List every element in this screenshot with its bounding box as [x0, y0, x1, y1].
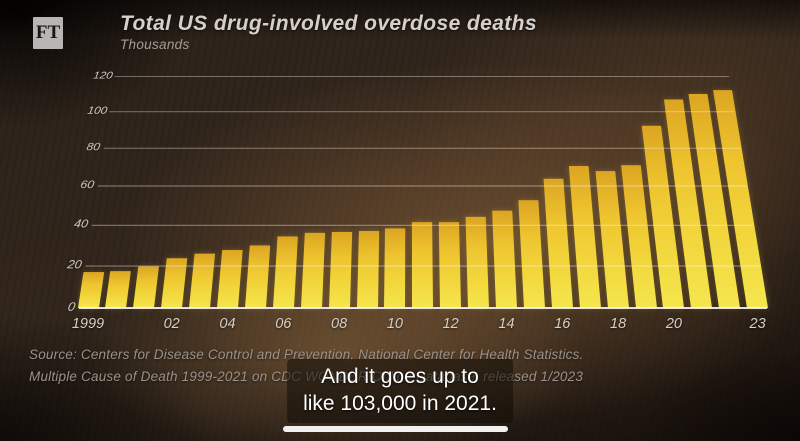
y-tick-label-40: 40 [73, 216, 90, 231]
y-tick-label-80: 80 [85, 140, 102, 153]
y-tick-label-0: 0 [66, 299, 77, 314]
chart-title: Total US drug-involved overdose deaths [120, 12, 537, 35]
bar-2001 [133, 266, 160, 308]
y-tick-label-20: 20 [66, 257, 83, 272]
bar-1999 [77, 272, 104, 308]
bar-2008 [328, 232, 352, 308]
x-tick-label-2020: 20 [665, 316, 682, 332]
gridline-60 [97, 185, 747, 187]
gridline-20 [85, 265, 761, 267]
x-tick-label-1999: 1999 [71, 316, 105, 332]
video-progress-bar[interactable] [283, 426, 508, 432]
bar-2000 [105, 271, 132, 308]
bar-2013 [465, 216, 490, 308]
gridline-0 [78, 307, 768, 309]
x-tick-label-2018: 18 [610, 316, 627, 332]
gridline-40 [91, 224, 754, 226]
gridline-80 [103, 147, 741, 149]
x-tick-label-2010: 10 [386, 316, 403, 332]
chart-unit-label: Thousands [120, 37, 190, 52]
bar-2009 [356, 230, 379, 308]
bar-2016 [543, 178, 573, 308]
gridline-100 [109, 111, 735, 113]
bar-2004 [217, 250, 243, 308]
y-tick-label-100: 100 [86, 104, 109, 117]
gridline-120 [114, 76, 729, 78]
caption-line-2: like 103,000 in 2021. [303, 392, 497, 415]
bar-2003 [189, 253, 216, 308]
x-tick-label-2023: 23 [749, 316, 766, 332]
y-tick-label-120: 120 [92, 69, 114, 81]
bar-2010 [384, 228, 406, 308]
caption-line-1: And it goes up to [321, 365, 479, 388]
x-tick-label-2002: 02 [163, 316, 180, 332]
y-tick-label-60: 60 [79, 177, 96, 191]
bar-2006 [272, 236, 298, 308]
x-tick-label-2016: 16 [554, 316, 571, 332]
x-tick-label-2014: 14 [498, 316, 515, 332]
bar-2005 [244, 245, 271, 308]
bar-2007 [300, 232, 325, 308]
x-tick-label-2006: 06 [275, 316, 292, 332]
chart-plot-area: 0 20 40 60 80 100 120 [55, 69, 769, 314]
ft-logo: FT [33, 17, 63, 49]
x-tick-label-2012: 12 [442, 316, 459, 332]
subtitle-caption: And it goes up to like 103,000 in 2021. [287, 359, 513, 423]
x-tick-label-2008: 08 [331, 316, 348, 332]
x-tick-label-2004: 04 [219, 316, 236, 332]
bar-2015 [518, 200, 545, 308]
